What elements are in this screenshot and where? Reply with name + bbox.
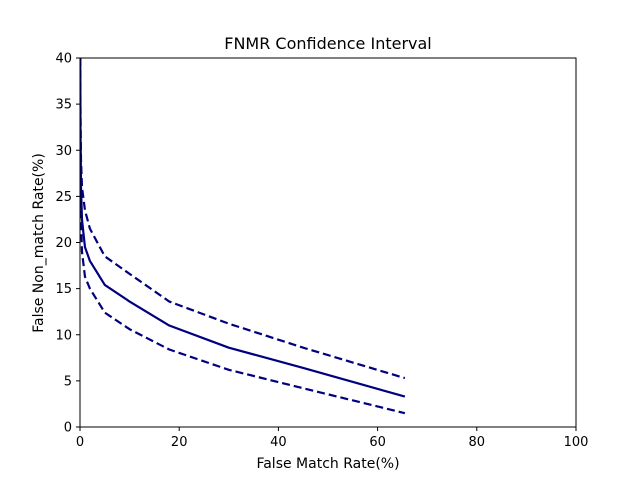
y-axis-label: False Non_match Rate(%) bbox=[31, 153, 47, 333]
x-tick-label: 60 bbox=[369, 435, 386, 450]
x-tick-label: 80 bbox=[469, 435, 486, 450]
y-tick-label: 10 bbox=[55, 328, 72, 343]
y-tick-label: 30 bbox=[55, 144, 72, 159]
chart-title: FNMR Confidence Interval bbox=[224, 34, 432, 53]
x-tick-label: 100 bbox=[564, 435, 589, 450]
axes-layer: 0 20 40 60 80 100 0 5 10 15 20 25 30 35 40 bbox=[55, 52, 588, 451]
series-line-1-solid bbox=[80, 58, 406, 398]
plot-layer bbox=[80, 58, 406, 415]
y-tick-label: 25 bbox=[55, 190, 72, 205]
y-tick-label: 35 bbox=[55, 98, 72, 113]
plot-frame bbox=[79, 57, 577, 428]
y-tick-label: 0 bbox=[64, 421, 72, 436]
x-axis-label: False Match Rate(%) bbox=[256, 456, 399, 472]
x-tick-label: 40 bbox=[270, 435, 287, 450]
y-tick-label: 40 bbox=[55, 52, 72, 67]
y-tick-label: 15 bbox=[55, 282, 72, 297]
x-tick-label: 0 bbox=[76, 435, 84, 450]
series-line-3-dashed bbox=[80, 150, 406, 415]
y-tick-label: 20 bbox=[55, 236, 72, 251]
x-tick-label: 20 bbox=[171, 435, 188, 450]
y-tick-label: 5 bbox=[64, 374, 72, 389]
series-line-2-dashed bbox=[80, 58, 406, 380]
